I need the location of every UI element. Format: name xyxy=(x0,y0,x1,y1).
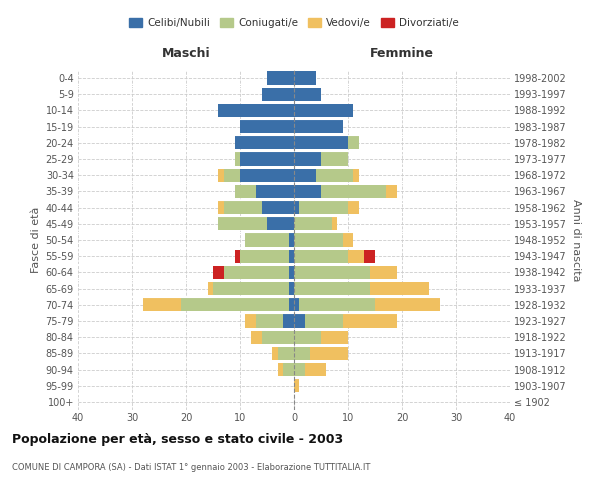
Bar xyxy=(321,152,348,166)
Bar xyxy=(289,250,294,263)
Bar xyxy=(294,72,316,85)
Bar xyxy=(294,88,321,101)
Bar xyxy=(299,201,348,214)
Bar xyxy=(278,346,294,360)
Bar xyxy=(294,168,316,182)
Bar xyxy=(294,185,321,198)
Text: Popolazione per età, sesso e stato civile - 2003: Popolazione per età, sesso e stato civil… xyxy=(12,432,343,446)
Bar xyxy=(256,314,283,328)
Bar xyxy=(208,282,213,295)
Bar xyxy=(240,152,294,166)
Bar xyxy=(240,120,294,134)
Bar xyxy=(321,330,348,344)
Bar xyxy=(348,250,364,263)
Bar xyxy=(294,152,321,166)
Bar xyxy=(343,234,353,246)
Bar xyxy=(213,266,224,279)
Bar xyxy=(240,168,294,182)
Bar xyxy=(294,217,332,230)
Bar xyxy=(370,266,397,279)
Bar xyxy=(245,234,289,246)
Bar xyxy=(343,314,397,328)
Bar xyxy=(213,282,289,295)
Bar xyxy=(294,282,370,295)
Bar xyxy=(294,136,348,149)
Bar xyxy=(240,250,289,263)
Bar xyxy=(332,217,337,230)
Text: Femmine: Femmine xyxy=(370,48,434,60)
Legend: Celibi/Nubili, Coniugati/e, Vedovi/e, Divorziati/e: Celibi/Nubili, Coniugati/e, Vedovi/e, Di… xyxy=(125,14,463,32)
Bar xyxy=(294,201,299,214)
Y-axis label: Fasce di età: Fasce di età xyxy=(31,207,41,273)
Bar xyxy=(289,282,294,295)
Bar xyxy=(262,201,294,214)
Y-axis label: Anni di nascita: Anni di nascita xyxy=(571,198,581,281)
Bar xyxy=(294,330,321,344)
Bar xyxy=(224,266,289,279)
Bar xyxy=(272,346,278,360)
Bar xyxy=(262,88,294,101)
Text: Maschi: Maschi xyxy=(161,48,211,60)
Text: COMUNE DI CAMPORA (SA) - Dati ISTAT 1° gennaio 2003 - Elaborazione TUTTITALIA.IT: COMUNE DI CAMPORA (SA) - Dati ISTAT 1° g… xyxy=(12,463,370,472)
Bar xyxy=(310,346,348,360)
Bar xyxy=(278,363,283,376)
Bar xyxy=(143,298,181,312)
Bar xyxy=(386,185,397,198)
Bar xyxy=(316,168,353,182)
Bar xyxy=(370,282,429,295)
Bar xyxy=(305,363,326,376)
Bar xyxy=(289,234,294,246)
Bar xyxy=(348,201,359,214)
Bar xyxy=(348,136,359,149)
Bar xyxy=(364,250,375,263)
Bar xyxy=(283,363,294,376)
Bar xyxy=(294,314,305,328)
Bar xyxy=(251,330,262,344)
Bar xyxy=(224,201,262,214)
Bar xyxy=(235,250,240,263)
Bar xyxy=(181,298,289,312)
Bar xyxy=(294,104,353,117)
Bar xyxy=(294,266,370,279)
Bar xyxy=(283,314,294,328)
Bar xyxy=(321,185,386,198)
Bar xyxy=(235,185,256,198)
Bar xyxy=(294,234,343,246)
Bar xyxy=(218,217,267,230)
Bar xyxy=(218,168,224,182)
Bar xyxy=(294,298,299,312)
Bar xyxy=(224,168,240,182)
Bar xyxy=(256,185,294,198)
Bar xyxy=(294,363,305,376)
Bar xyxy=(245,314,256,328)
Bar xyxy=(375,298,440,312)
Bar xyxy=(235,136,294,149)
Bar xyxy=(305,314,343,328)
Bar xyxy=(235,152,240,166)
Bar xyxy=(294,379,299,392)
Bar xyxy=(294,346,310,360)
Bar xyxy=(289,266,294,279)
Bar xyxy=(218,104,294,117)
Bar xyxy=(294,250,348,263)
Bar xyxy=(353,168,359,182)
Bar xyxy=(267,217,294,230)
Bar xyxy=(299,298,375,312)
Bar xyxy=(267,72,294,85)
Bar xyxy=(262,330,294,344)
Bar xyxy=(218,201,224,214)
Bar xyxy=(294,120,343,134)
Bar xyxy=(289,298,294,312)
